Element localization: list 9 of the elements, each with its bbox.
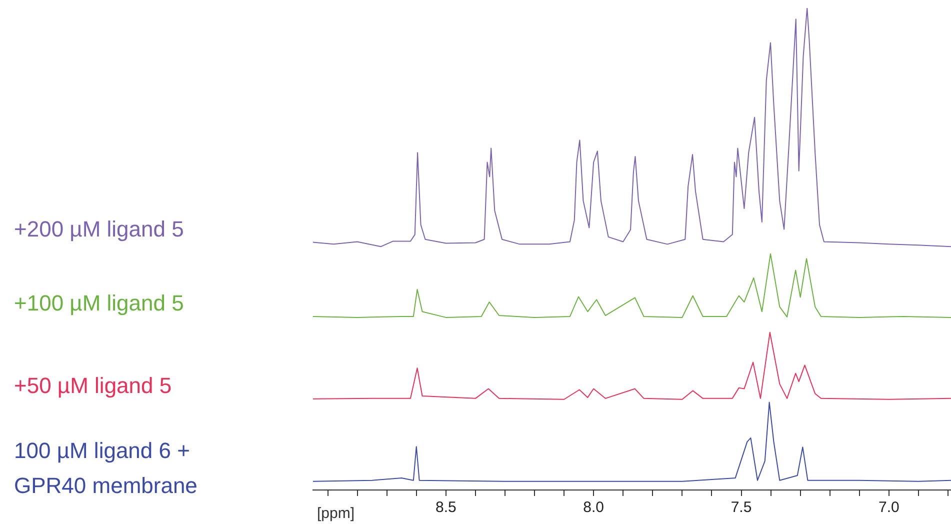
x-axis-title: [ppm] [317,505,355,522]
text: 100 µM ligand 6 + GPR40 membrane [14,438,198,498]
text: +50 µM ligand 5 [14,372,172,398]
x-tick-label: 7.5 [730,499,752,516]
x-tick-label: 8.5 [435,499,456,516]
text: +100 µM ligand 5 [14,290,184,316]
x-tick-label: 8.0 [583,499,604,516]
x-tick-label: 7.0 [878,499,900,516]
text: +200 µM ligand 5 [14,216,184,242]
